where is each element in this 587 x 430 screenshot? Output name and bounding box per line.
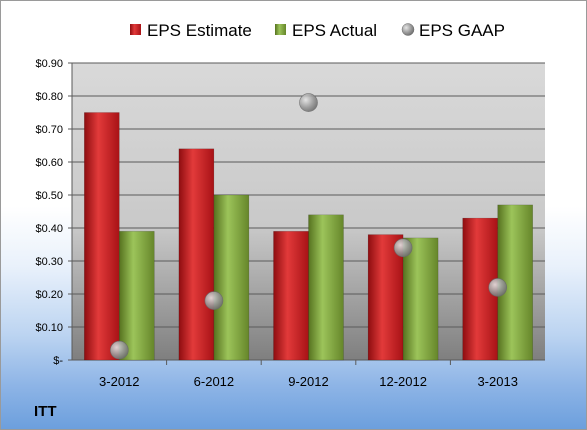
eps-gaap-marker	[204, 291, 224, 310]
company-ticker: ITT	[34, 403, 57, 420]
legend-eps-actual-swatch	[275, 24, 286, 35]
eps-gaap-marker	[488, 278, 508, 297]
legend-eps-gaap: EPS GAAP	[401, 21, 505, 40]
y-tick-label: $0.70	[35, 124, 63, 136]
eps-actual-bar	[119, 231, 155, 361]
y-tick-label: $0.30	[35, 256, 63, 268]
eps-actual-bar	[213, 194, 250, 361]
y-tick-label: $0.50	[35, 190, 63, 202]
x-tick-label: 3-2013	[477, 374, 517, 389]
eps-estimate-bar	[84, 112, 120, 361]
x-tick-label: 12-2012	[379, 374, 427, 389]
eps-estimate-bar	[178, 148, 215, 361]
eps-actual-bar	[308, 214, 344, 361]
eps-gaap-marker	[110, 340, 129, 360]
legend-eps-estimate: EPS Estimate	[130, 21, 252, 40]
legend-eps-actual: EPS Actual	[275, 21, 377, 40]
y-tick-label: $0.40	[35, 223, 63, 235]
legend-eps-estimate-swatch	[130, 24, 141, 35]
y-tick-label: $0.80	[35, 91, 63, 103]
x-tick-label: 6-2012	[194, 374, 234, 389]
x-tick-label: 9-2012	[288, 374, 328, 389]
legend-eps-gaap-swatch	[401, 23, 415, 36]
eps-gaap-marker	[393, 238, 413, 258]
legend-eps-estimate-label: EPS Estimate	[147, 21, 252, 40]
y-tick-label: $-	[53, 355, 63, 367]
legend-eps-actual-label: EPS Actual	[292, 21, 377, 40]
legend-eps-gaap-label: EPS GAAP	[419, 21, 505, 40]
eps-actual-bar	[402, 237, 439, 361]
y-tick-label: $0.60	[35, 157, 63, 169]
eps-estimate-bar	[273, 231, 309, 361]
x-tick-label: 3-2012	[99, 374, 139, 389]
y-tick-label: $0.90	[35, 58, 63, 70]
y-tick-label: $0.20	[35, 289, 63, 301]
y-tick-label: $0.10	[35, 322, 63, 334]
eps-gaap-marker	[299, 93, 318, 112]
